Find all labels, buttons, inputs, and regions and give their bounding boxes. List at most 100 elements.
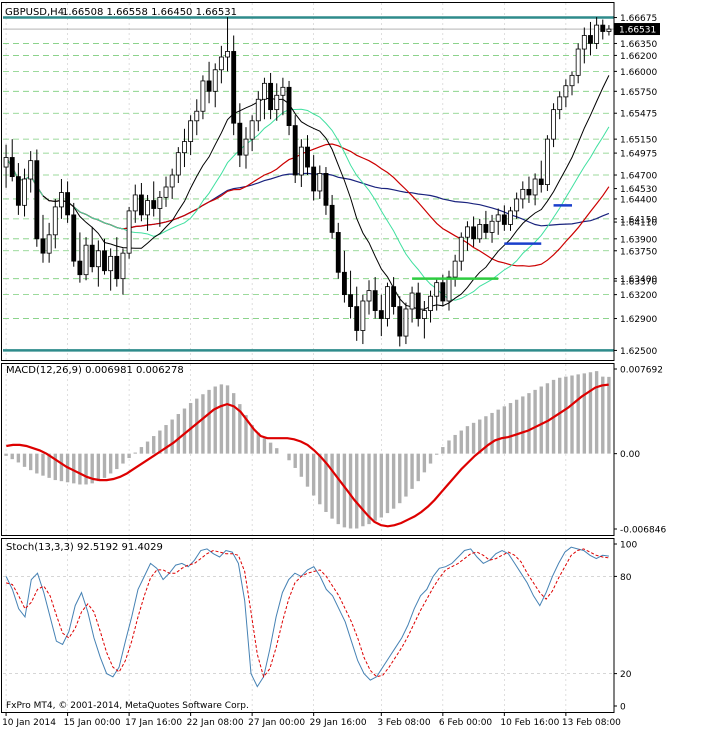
candle[interactable] [471,216,477,247]
candle[interactable] [132,184,138,223]
candle[interactable] [15,163,21,215]
candle[interactable] [126,206,132,259]
candle[interactable] [495,208,501,235]
candle[interactable] [446,270,452,311]
candle[interactable] [501,205,507,231]
candle[interactable] [563,79,569,108]
candle[interactable] [415,282,421,327]
candle[interactable] [465,221,470,251]
candle[interactable] [40,214,46,263]
candle[interactable] [286,80,292,136]
candle[interactable] [477,218,483,243]
candle[interactable] [262,77,267,120]
candle[interactable] [268,72,274,120]
candle[interactable] [200,75,206,120]
candle[interactable] [298,139,304,187]
candle[interactable] [532,173,538,206]
candle[interactable] [249,115,255,152]
candle[interactable] [575,43,581,84]
candle[interactable] [452,254,458,287]
price-pane[interactable]: 1.66675 1.66350 1.66200 1.66000 1.65750 1.654… [3,3,660,360]
macd-pane[interactable]: 0.007692 0.00 -0.006846 [4,364,666,536]
candle[interactable] [206,61,212,104]
candle[interactable] [354,286,360,341]
candle[interactable] [409,286,415,323]
candle[interactable] [317,165,323,199]
candle[interactable] [403,302,409,345]
candle[interactable] [458,232,464,271]
candle[interactable] [231,35,237,136]
candle[interactable] [489,214,495,243]
candle[interactable] [581,27,587,64]
candle[interactable] [34,149,40,247]
candle[interactable] [551,103,556,148]
candle[interactable] [483,210,489,239]
candle[interactable] [83,237,89,281]
candle[interactable] [175,147,181,183]
candle[interactable] [182,128,187,168]
candle[interactable] [138,182,144,222]
candle[interactable] [329,194,335,239]
stoch-pane[interactable]: 100 80 20 0 [3,539,637,713]
candle[interactable] [341,250,347,303]
candle[interactable] [594,17,600,50]
candle[interactable] [194,99,200,136]
candle[interactable] [360,294,366,345]
candle[interactable] [292,115,298,183]
candle[interactable] [218,45,224,84]
candle[interactable] [366,280,372,315]
candle[interactable] [421,300,427,339]
candle[interactable] [120,248,126,295]
candle[interactable] [391,277,397,315]
candle[interactable] [606,25,612,36]
candle[interactable] [335,222,341,279]
candle[interactable] [77,232,83,283]
candle[interactable] [305,135,310,176]
candle[interactable] [3,144,9,188]
candle[interactable] [428,290,433,323]
candle[interactable] [188,115,194,156]
candle[interactable] [440,274,446,307]
candle[interactable] [372,277,378,319]
candle[interactable] [95,240,101,287]
candle[interactable] [243,127,249,169]
candle[interactable] [163,176,169,207]
candle[interactable] [237,103,243,168]
candle[interactable] [520,181,526,209]
candle[interactable] [274,83,280,121]
candle[interactable] [114,237,120,287]
candle[interactable] [434,278,440,311]
candle[interactable] [557,91,563,120]
candle[interactable] [569,71,575,96]
candle[interactable] [255,91,261,132]
candle[interactable] [588,21,593,56]
candle[interactable] [52,198,58,249]
candle[interactable] [544,135,550,191]
candle[interactable] [600,19,606,40]
candle[interactable] [102,238,107,275]
candle[interactable] [71,202,77,267]
candle[interactable] [145,194,150,231]
candle[interactable] [323,167,329,215]
candle[interactable] [108,248,114,291]
candle[interactable] [9,139,15,182]
candle[interactable] [22,168,27,217]
candle[interactable] [385,282,390,327]
candle[interactable] [46,222,52,263]
candle[interactable] [538,160,544,193]
candle[interactable] [508,206,513,231]
candle[interactable] [526,176,532,203]
candle[interactable] [28,151,34,193]
candle[interactable] [151,181,157,217]
candle[interactable] [348,270,353,319]
candle[interactable] [169,168,175,199]
candle[interactable] [311,155,317,201]
candle[interactable] [225,17,230,72]
candle[interactable] [65,181,71,223]
candle[interactable] [212,63,218,108]
candle[interactable] [89,226,95,273]
candle[interactable] [397,296,403,347]
candle[interactable] [378,294,384,337]
